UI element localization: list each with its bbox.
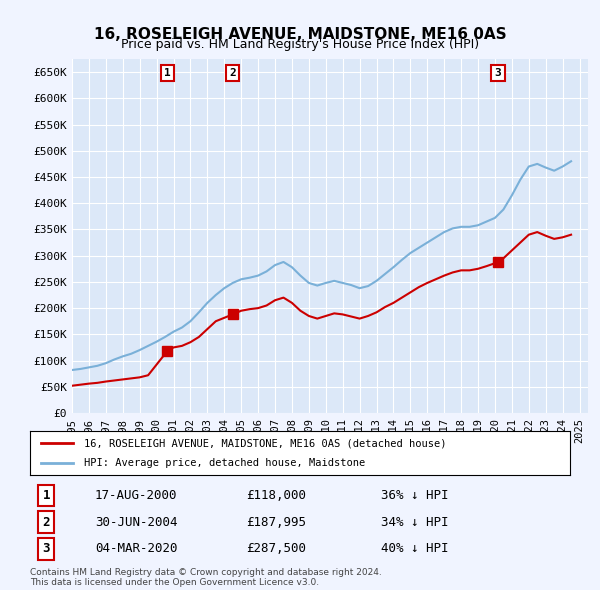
- Text: 16, ROSELEIGH AVENUE, MAIDSTONE, ME16 0AS (detached house): 16, ROSELEIGH AVENUE, MAIDSTONE, ME16 0A…: [84, 438, 446, 448]
- Text: 34% ↓ HPI: 34% ↓ HPI: [381, 516, 449, 529]
- Text: £187,995: £187,995: [246, 516, 306, 529]
- Text: 3: 3: [43, 542, 50, 555]
- Text: £118,000: £118,000: [246, 489, 306, 502]
- Text: HPI: Average price, detached house, Maidstone: HPI: Average price, detached house, Maid…: [84, 458, 365, 467]
- Text: 30-JUN-2004: 30-JUN-2004: [95, 516, 178, 529]
- Text: 3: 3: [494, 68, 501, 78]
- Text: 16, ROSELEIGH AVENUE, MAIDSTONE, ME16 0AS: 16, ROSELEIGH AVENUE, MAIDSTONE, ME16 0A…: [94, 27, 506, 41]
- Text: 04-MAR-2020: 04-MAR-2020: [95, 542, 178, 555]
- Text: 17-AUG-2000: 17-AUG-2000: [95, 489, 178, 502]
- Text: 1: 1: [43, 489, 50, 502]
- Text: Contains HM Land Registry data © Crown copyright and database right 2024.
This d: Contains HM Land Registry data © Crown c…: [30, 568, 382, 587]
- Text: 2: 2: [229, 68, 236, 78]
- Text: 40% ↓ HPI: 40% ↓ HPI: [381, 542, 449, 555]
- Text: 1: 1: [164, 68, 170, 78]
- Text: £287,500: £287,500: [246, 542, 306, 555]
- Text: 36% ↓ HPI: 36% ↓ HPI: [381, 489, 449, 502]
- Text: 2: 2: [43, 516, 50, 529]
- Text: Price paid vs. HM Land Registry's House Price Index (HPI): Price paid vs. HM Land Registry's House …: [121, 38, 479, 51]
